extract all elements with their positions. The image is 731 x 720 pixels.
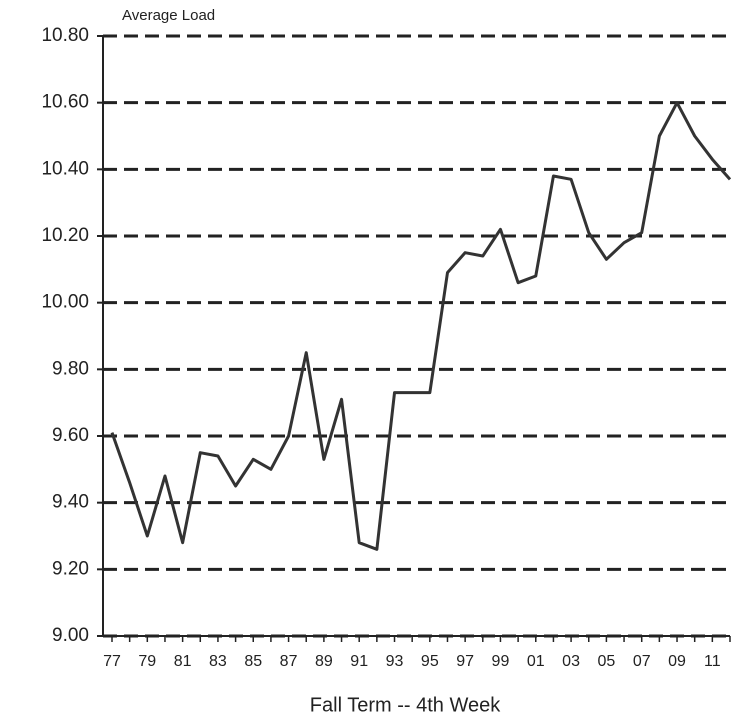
y-tick-label: 10.60 [41,92,89,113]
x-tick-label: 07 [633,653,651,670]
y-tick-label: 9.60 [52,425,89,446]
x-tick-label: 87 [280,653,298,670]
y-tick-label: 9.80 [52,358,89,379]
x-tick-label: 11 [704,653,721,670]
x-tick-label: 83 [209,653,227,670]
x-tick-label: 05 [598,653,616,670]
x-tick-label: 77 [103,653,121,670]
x-tick-label: 09 [668,653,686,670]
y-tick-label: 10.40 [41,158,89,179]
data-line [110,101,731,551]
y-axis-title: Average Load [122,7,215,24]
x-axis-title: Fall Term -- 4th Week [310,694,501,716]
x-tick-label: 03 [562,653,580,670]
x-tick-label: 81 [174,653,192,670]
x-tick-label: 99 [492,653,510,670]
x-tick-label: 97 [456,653,474,670]
y-tick-label: 10.20 [41,225,89,246]
x-tick-label: 89 [315,653,333,670]
y-tick-label: 10.00 [41,292,89,313]
x-tick-label: 85 [244,653,262,670]
x-tick-label: 93 [386,653,404,670]
x-tick-label: 01 [527,653,545,670]
x-tick-label: 91 [350,653,368,670]
y-tick-label: 9.20 [52,558,89,579]
x-tick-label: 95 [421,653,439,670]
y-tick-label: 9.40 [52,492,89,513]
y-tick-label: 10.80 [41,25,89,46]
y-tick-label: 9.00 [52,625,89,646]
x-tick-label: 79 [138,653,156,670]
